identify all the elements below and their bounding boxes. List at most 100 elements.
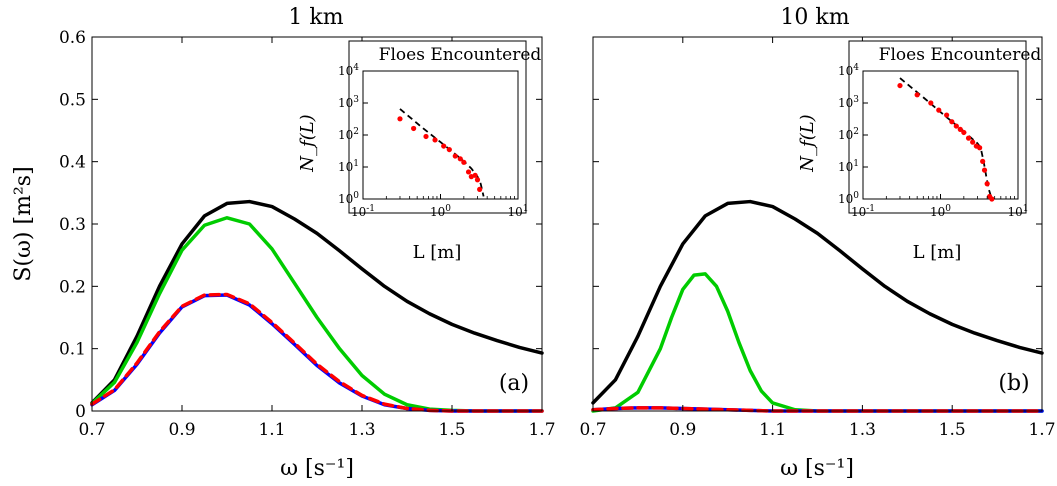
inset-x-tick-exponent: 1 xyxy=(1023,204,1029,214)
inset-x-tick-exponent: -1 xyxy=(366,204,375,214)
inset-data-point xyxy=(472,172,478,178)
panel-a: 1 km (a) ω [s⁻¹] S(ω) [m²s] 0.7 0.9 1.1 1.3… xyxy=(11,5,556,481)
inset-data-point xyxy=(965,135,972,141)
y-tick-label: 0.2 xyxy=(59,277,86,297)
inset-data-point xyxy=(944,112,950,118)
panel-a-y-ticks: 0 0.1 0.2 0.3 0.4 0.5 0.6 xyxy=(59,28,542,422)
inset-data-point xyxy=(477,186,483,192)
panel-a-series-line-2 xyxy=(90,293,544,413)
y-axis-label: S(ω) [m²s] xyxy=(11,166,36,281)
x-tick-label: 0.7 xyxy=(78,420,105,440)
inset-data-point xyxy=(970,139,976,145)
y-tick-label: 0.1 xyxy=(59,340,86,360)
inset-x-tick-label: 101 xyxy=(507,204,528,219)
inset-x-tick-label: 10-1 xyxy=(351,204,375,219)
panel-b-x-axis-label: ω [s⁻¹] xyxy=(780,456,854,481)
inset-data-point xyxy=(953,123,959,129)
x-tick-label: 1.1 xyxy=(258,420,285,440)
inset-data-point xyxy=(446,146,452,153)
y-tick-label: 0.4 xyxy=(59,153,86,173)
inset-data-point xyxy=(397,116,403,122)
inset-data-point xyxy=(977,145,983,151)
inset-x-tick-label: 101 xyxy=(1007,204,1028,219)
inset-y-tick-exponent: 2 xyxy=(853,127,859,137)
inset-x-tick-exponent: -1 xyxy=(866,204,875,214)
inset-y-tick-exponent: 3 xyxy=(353,95,359,105)
inset-data-point xyxy=(980,158,986,164)
y-tick-label: 0.5 xyxy=(59,90,86,110)
inset-data-point xyxy=(981,167,988,173)
x-tick-label: 1.7 xyxy=(528,420,555,440)
inset-x-tick-label: 10-1 xyxy=(851,204,875,219)
inset-data-point xyxy=(465,169,472,175)
panel-a-series-line-1 xyxy=(90,216,544,413)
inset-x-tick-label: 100 xyxy=(430,204,451,219)
x-tick-label: 0.7 xyxy=(579,420,606,440)
panel-b-inset-x-label: L [m] xyxy=(913,242,962,263)
x-tick-label: 1.1 xyxy=(759,420,786,440)
x-tick-label: 1.3 xyxy=(348,420,375,440)
panel-b-plot-area xyxy=(591,199,1044,413)
x-tick-label: 1.7 xyxy=(1028,420,1055,440)
inset-y-tick-exponent: 3 xyxy=(853,95,859,105)
inset-x-tick-exponent: 0 xyxy=(945,204,951,214)
inset-x-tick-exponent: 1 xyxy=(523,204,529,214)
inset-data-point xyxy=(984,181,990,187)
inset-data-point xyxy=(441,143,447,149)
y-tick-label: 0.6 xyxy=(59,28,86,48)
x-tick-label: 1.5 xyxy=(438,420,465,440)
panel-b-label: (b) xyxy=(998,371,1029,396)
panel-a-title: 1 km xyxy=(288,5,343,30)
panel-b-title: 10 km xyxy=(780,5,849,30)
inset-data-point xyxy=(961,129,967,136)
inset-data-point xyxy=(432,137,438,143)
inset-data-point xyxy=(474,177,481,183)
panel-b: 10 km (b) ω [s⁻¹] 0.7 0.9 1.1 1.3 1.5 1.7 Flo… xyxy=(579,5,1055,481)
inset-data-point xyxy=(949,119,955,125)
inset-data-point xyxy=(897,82,903,89)
inset-data-point xyxy=(914,92,920,98)
panel-b-inset: Floes Encountered N_f(L) L [m] 10-1 100 10… xyxy=(797,40,1042,263)
panel-a-plot-area xyxy=(90,199,544,413)
panel-b-series-line-1 xyxy=(591,272,1044,413)
inset-data-point xyxy=(461,159,467,165)
inset-y-tick-exponent: 1 xyxy=(353,159,359,169)
x-tick-label: 1.3 xyxy=(849,420,876,440)
panel-a-x-axis-label: ω [s⁻¹] xyxy=(280,456,354,481)
x-tick-label: 0.9 xyxy=(669,420,696,440)
inset-y-tick-exponent: 0 xyxy=(353,191,359,201)
inset-x-tick-exponent: 0 xyxy=(445,204,451,214)
inset-y-tick-exponent: 4 xyxy=(853,63,859,73)
panel-a-inset: Floes Encountered N_f(L) L [m] 10-1 100 10… xyxy=(297,40,542,263)
panel-b-series-line-0 xyxy=(591,199,1044,405)
inset-data-point xyxy=(928,100,934,106)
x-tick-label: 0.9 xyxy=(168,420,195,440)
inset-x-tick-label: 100 xyxy=(930,204,951,219)
panel-a-inset-x-label: L [m] xyxy=(413,242,462,263)
panel-a-inset-title: Floes Encountered xyxy=(379,45,542,65)
panel-b-inset-frame xyxy=(848,40,1027,214)
panel-a-inset-frame xyxy=(348,40,527,214)
inset-data-point xyxy=(452,153,458,159)
panel-a-inset-y-label: N_f(L) xyxy=(297,114,318,172)
panel-b-inset-y-label: N_f(L) xyxy=(797,114,818,172)
inset-data-point xyxy=(957,126,963,132)
panel-b-inset-title: Floes Encountered xyxy=(879,45,1042,65)
panel-a-series-line-3 xyxy=(90,292,544,413)
inset-y-tick-exponent: 1 xyxy=(853,159,859,169)
y-tick-label: 0.3 xyxy=(59,215,86,235)
panel-a-label: (a) xyxy=(499,371,529,396)
panel-b-x-ticks: 0.7 0.9 1.1 1.3 1.5 1.7 xyxy=(579,36,1056,440)
inset-y-tick-exponent: 4 xyxy=(353,63,359,73)
inset-data-point xyxy=(936,107,942,113)
inset-data-point xyxy=(457,156,463,162)
panel-a-x-ticks: 0.7 0.9 1.1 1.3 1.5 1.7 xyxy=(78,37,556,440)
inset-y-tick-exponent: 2 xyxy=(353,127,359,137)
x-tick-label: 1.5 xyxy=(939,420,966,440)
panel-a-series-line-0 xyxy=(90,199,544,405)
inset-data-point xyxy=(411,125,417,132)
inset-data-point xyxy=(989,196,995,202)
inset-data-point xyxy=(423,133,429,140)
y-tick-label: 0 xyxy=(75,402,86,422)
